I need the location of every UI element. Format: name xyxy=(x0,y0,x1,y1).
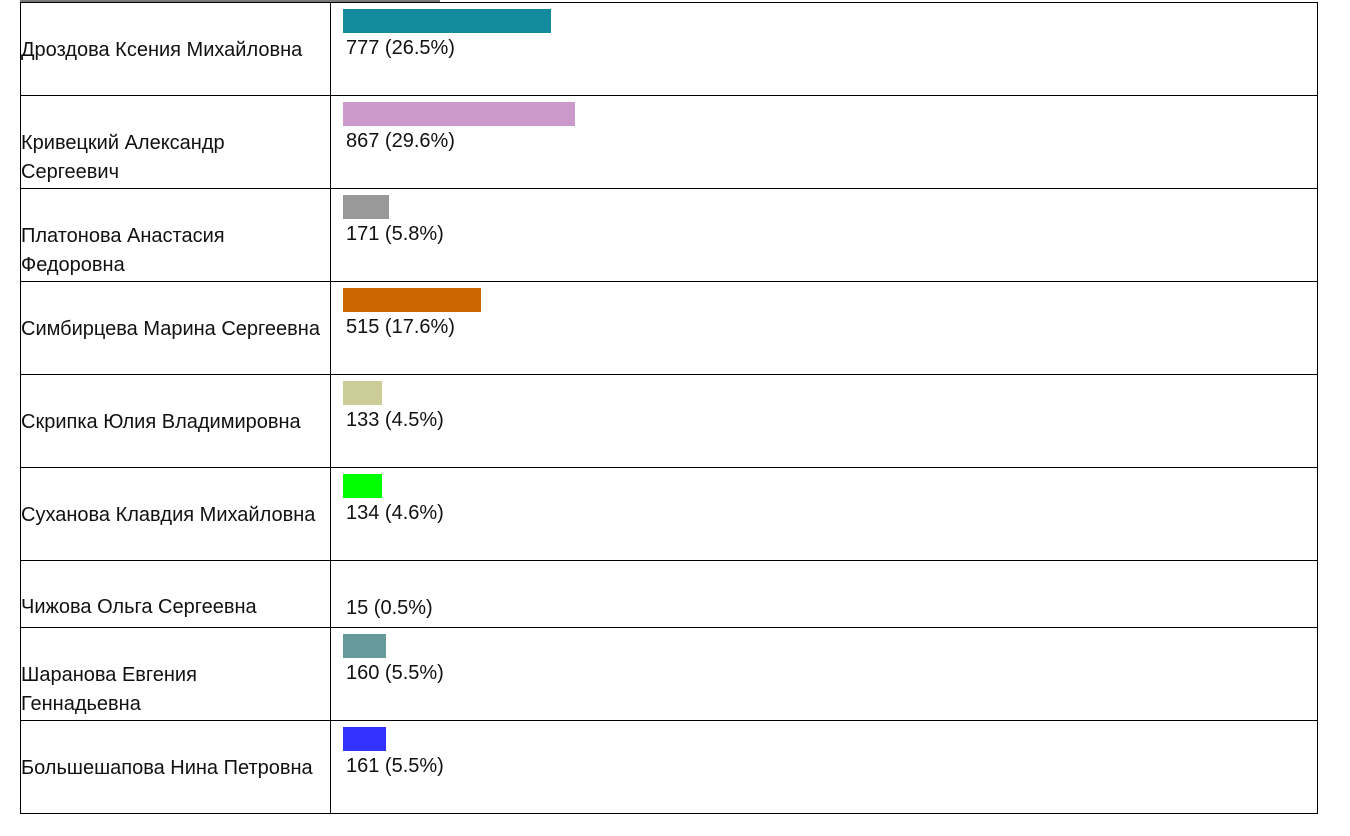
candidate-name: Скрипка Юлия Владимировна xyxy=(21,411,301,433)
candidate-name: Суханова Клавдия Михайловна xyxy=(21,504,316,526)
vote-count-label: 515 (17.6%) xyxy=(346,316,455,338)
candidate-name-cell: Большешапова Нина Петровна xyxy=(20,720,331,814)
candidate-name: Кривецкий Александр Сергеевич xyxy=(21,132,225,183)
table-row: Суханова Клавдия Михайловна 134 (4.6%) xyxy=(20,467,1318,561)
table-row: Шаранова Евгения Геннадьевна 160 (5.5%) xyxy=(20,627,1318,721)
vote-bar-cell: 777 (26.5%) xyxy=(330,2,1318,96)
vote-bar-cell: 160 (5.5%) xyxy=(330,627,1318,721)
results-table: Дроздова Ксения Михайловна 777 (26.5%) Кри… xyxy=(20,2,1318,814)
candidate-name-cell: Скрипка Юлия Владимировна xyxy=(20,374,331,468)
candidate-name-cell: Платонова Анастасия Федоровна xyxy=(20,188,331,282)
table-row: Скрипка Юлия Владимировна 133 (4.5%) xyxy=(20,374,1318,468)
table-row: Симбирцева Марина Сергеевна 515 (17.6%) xyxy=(20,281,1318,375)
vote-bar-cell: 161 (5.5%) xyxy=(330,720,1318,814)
vote-bar xyxy=(343,381,382,405)
vote-bar-cell: 15 (0.5%) xyxy=(330,560,1318,628)
vote-bar xyxy=(343,727,386,751)
candidate-name-cell: Суханова Клавдия Михайловна xyxy=(20,467,331,561)
candidate-name-cell: Симбирцева Марина Сергеевна xyxy=(20,281,331,375)
candidate-name: Шаранова Евгения Геннадьевна xyxy=(21,664,197,715)
vote-count-label: 134 (4.6%) xyxy=(346,502,444,524)
candidate-name: Платонова Анастасия Федоровна xyxy=(21,225,225,276)
candidate-name-cell: Кривецкий Александр Сергеевич xyxy=(20,95,331,189)
vote-bar xyxy=(343,9,551,33)
vote-bar-cell: 867 (29.6%) xyxy=(330,95,1318,189)
vote-bar-cell: 133 (4.5%) xyxy=(330,374,1318,468)
vote-bar-cell: 171 (5.8%) xyxy=(330,188,1318,282)
candidate-name: Большешапова Нина Петровна xyxy=(21,757,313,779)
candidate-name: Симбирцева Марина Сергеевна xyxy=(21,318,320,340)
candidate-name: Дроздова Ксения Михайловна xyxy=(21,39,303,61)
results-table-body: Дроздова Ксения Михайловна 777 (26.5%) Кри… xyxy=(20,2,1318,814)
vote-count-label: 171 (5.8%) xyxy=(346,223,444,245)
cut-off-header xyxy=(20,0,1318,2)
vote-bar xyxy=(343,102,575,126)
table-row: Дроздова Ксения Михайловна 777 (26.5%) xyxy=(20,2,1318,96)
vote-count-label: 15 (0.5%) xyxy=(346,597,433,619)
vote-bar-cell: 134 (4.6%) xyxy=(330,467,1318,561)
vote-count-label: 867 (29.6%) xyxy=(346,130,455,152)
table-row: Большешапова Нина Петровна 161 (5.5%) xyxy=(20,720,1318,814)
vote-bar xyxy=(343,288,481,312)
table-row: Кривецкий Александр Сергеевич 867 (29.6%) xyxy=(20,95,1318,189)
vote-bar-cell: 515 (17.6%) xyxy=(330,281,1318,375)
vote-count-label: 160 (5.5%) xyxy=(346,662,444,684)
table-row: Платонова Анастасия Федоровна 171 (5.8%) xyxy=(20,188,1318,282)
vote-bar xyxy=(343,474,382,498)
vote-count-label: 133 (4.5%) xyxy=(346,409,444,431)
vote-count-label: 161 (5.5%) xyxy=(346,755,444,777)
vote-count-label: 777 (26.5%) xyxy=(346,37,455,59)
candidate-name-cell: Дроздова Ксения Михайловна xyxy=(20,2,331,96)
vote-bar xyxy=(343,634,386,658)
candidate-name-cell: Шаранова Евгения Геннадьевна xyxy=(20,627,331,721)
candidate-name-cell: Чижова Ольга Сергеевна xyxy=(20,560,331,628)
candidate-name: Чижова Ольга Сергеевна xyxy=(21,596,257,618)
vote-bar xyxy=(343,195,389,219)
table-row: Чижова Ольга Сергеевна 15 (0.5%) xyxy=(20,560,1318,628)
